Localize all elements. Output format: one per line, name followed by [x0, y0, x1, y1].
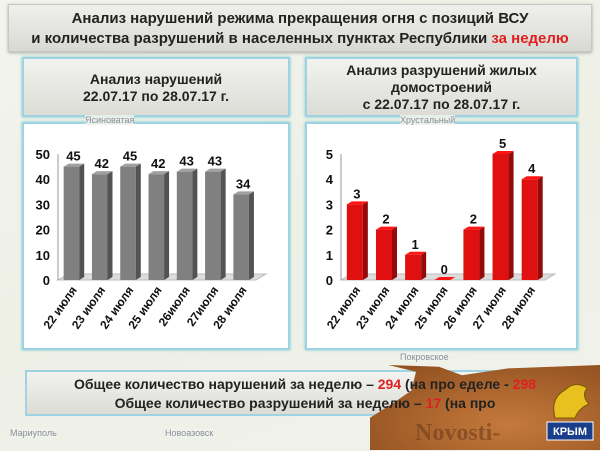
panel-line: с 22.07.17 по 28.07.17 г.: [362, 96, 521, 112]
y-tick-label: 0: [326, 273, 333, 288]
bar-top: [521, 176, 543, 180]
title-line-1: Анализ нарушений режима прекращения огня…: [71, 10, 529, 27]
title-highlight: за неделю: [491, 30, 569, 47]
bar-top: [91, 171, 113, 175]
summary-text: Общее количество нарушений за неделю –: [73, 376, 374, 392]
bar-top: [148, 171, 170, 175]
bar: [63, 166, 80, 280]
bar: [176, 171, 193, 280]
data-label: 34: [236, 176, 251, 191]
bar-side: [392, 226, 397, 280]
summary-line-1: Общее количество нарушений за неделю – 2…: [27, 375, 583, 394]
data-label: 5: [499, 136, 506, 151]
bar-side: [164, 171, 170, 280]
y-tick-label: 40: [36, 172, 50, 187]
y-tick-label: 1: [326, 248, 333, 263]
bar-side: [79, 163, 85, 280]
data-label: 2: [470, 212, 477, 227]
bar: [346, 204, 363, 280]
title-line-2: и количества разрушений в населенных пун…: [9, 29, 591, 49]
bar-top: [405, 251, 427, 255]
data-label: 45: [66, 149, 80, 164]
bar-top: [375, 226, 397, 230]
bar-side: [107, 171, 113, 280]
y-tick-label: 4: [326, 172, 334, 187]
bar: [375, 229, 392, 280]
bar: [120, 166, 136, 280]
title-text: и количества разрушений в населенных пун…: [31, 30, 488, 47]
watermark: Novosti-: [415, 420, 501, 446]
data-label: 45: [123, 149, 137, 164]
bar-side: [537, 176, 543, 280]
bar-top: [463, 226, 485, 230]
bar-top: [492, 151, 514, 154]
data-label: 4: [528, 161, 536, 176]
panel-line: 22.07.17 по 28.07.17 г.: [83, 88, 229, 104]
panel-line: Анализ разрушений жилых: [346, 62, 537, 78]
bar-side: [248, 191, 254, 280]
violations-chart: 0 10 20 30 40 50 45 22 июля 42 23 июля 45 24 июля 42…: [22, 122, 290, 350]
map-label: Мариуполь: [10, 428, 57, 438]
summary-text: (на про: [405, 376, 456, 392]
y-tick-label: 30: [36, 197, 50, 212]
summary-text: (на про: [445, 395, 496, 411]
bar-top: [176, 168, 198, 172]
y-tick-label: 50: [36, 147, 50, 162]
bar: [148, 174, 165, 280]
map-label: Хрустальный: [400, 115, 456, 125]
bar: [233, 194, 249, 280]
bar-side: [362, 201, 368, 280]
bar-side: [192, 168, 198, 280]
y-tick-label: 2: [326, 223, 333, 238]
bar: [521, 179, 538, 280]
logo-text: КРЫМ: [553, 426, 587, 438]
destruction-total: 17: [425, 395, 442, 411]
bar-side: [421, 251, 427, 280]
data-label: 0: [441, 262, 448, 277]
y-tick-label: 5: [326, 147, 333, 162]
bar: [405, 254, 422, 280]
summary-text: еделе -: [459, 376, 509, 392]
data-label: 42: [151, 156, 165, 171]
summary-text: Общее количество разрушений за неделю –: [114, 395, 422, 411]
header-banner: Анализ нарушений режима прекращения огня…: [8, 4, 592, 52]
violations-total: 294: [377, 376, 402, 392]
panel-line: домостроений: [391, 79, 492, 95]
data-label: 42: [94, 156, 108, 171]
bar-top: [233, 191, 254, 195]
y-tick-label: 10: [36, 248, 50, 263]
bar-side: [135, 163, 141, 280]
destruction-chart: 0 1 2 3 4 5 3 22 июля 2 23 июля 1 24 июля 0 25 июля 2 2…: [305, 122, 578, 350]
bar-top: [346, 201, 368, 205]
data-label: 43: [179, 154, 193, 169]
bar-side: [220, 168, 226, 280]
bar-top: [63, 163, 85, 167]
map-label: Ясиноватая: [85, 115, 135, 125]
bar-top: [434, 277, 456, 280]
data-label: 1: [412, 237, 419, 252]
y-tick-label: 3: [326, 197, 333, 212]
data-label: 2: [382, 212, 389, 227]
violations-prev: 298: [512, 376, 537, 392]
bar: [492, 154, 509, 280]
bar-top: [205, 168, 226, 172]
bar: [205, 171, 221, 280]
summary-line-2: Общее количество разрушений за неделю – …: [27, 394, 583, 413]
bar-side: [508, 151, 514, 280]
left-panel-title: Анализ нарушений 22.07.17 по 28.07.17 г.: [22, 57, 290, 117]
bar: [91, 174, 108, 280]
data-label: 3: [353, 186, 360, 201]
panel-line: Анализ нарушений: [89, 71, 223, 87]
right-panel-title: Анализ разрушений жилых домостроений с 2…: [305, 57, 578, 117]
data-label: 43: [208, 154, 222, 169]
bar-side: [479, 226, 485, 280]
crimea-logo: КРЫМ: [545, 378, 595, 446]
map-label: Новоазовск: [165, 428, 214, 438]
y-tick-label: 0: [43, 273, 50, 288]
y-tick-label: 20: [36, 223, 50, 238]
map-label: Покровское: [400, 352, 449, 362]
bar: [463, 229, 480, 280]
bar-top: [120, 163, 141, 167]
